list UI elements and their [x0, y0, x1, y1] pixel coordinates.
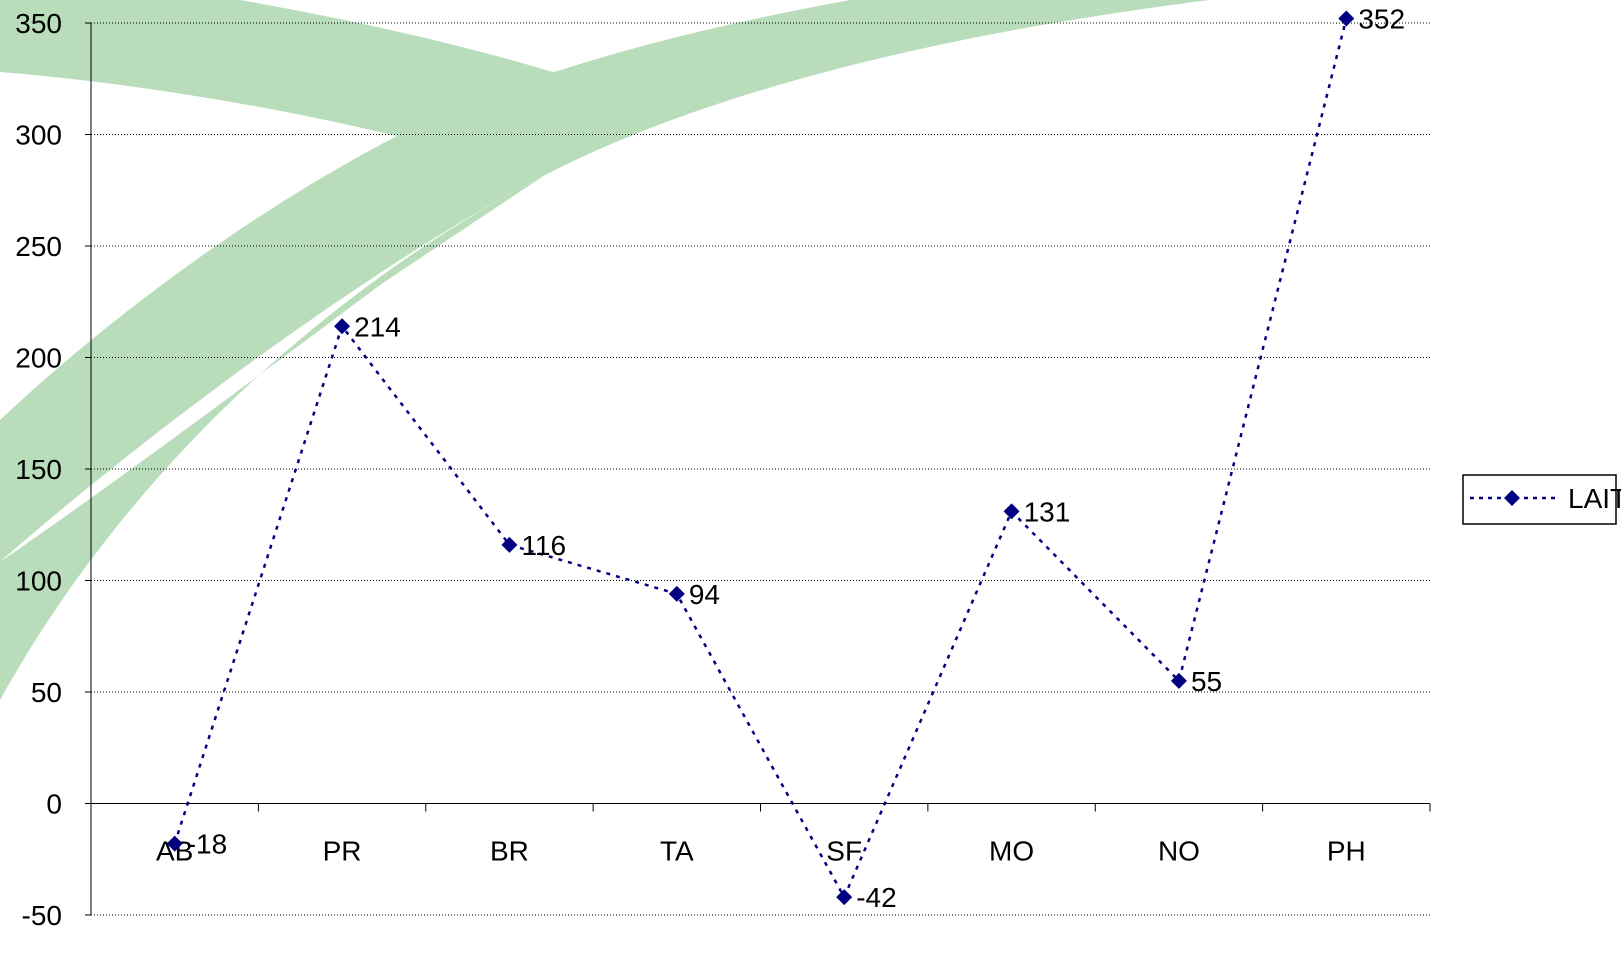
- data-point-marker: [166, 835, 183, 852]
- y-tick-label: 250: [15, 231, 62, 262]
- x-tick-label: MO: [989, 836, 1034, 867]
- series-line: [173, 18, 1348, 900]
- y-tick-label: 300: [15, 120, 62, 151]
- axes: [85, 22, 1431, 916]
- y-tick-labels: 350 300 250 200 150 100 50 0 -50: [15, 8, 62, 931]
- x-tick-label: SF: [826, 836, 862, 867]
- legend: LAIT: [1462, 474, 1621, 525]
- data-label: 116: [521, 530, 566, 561]
- data-point-marker: [1338, 10, 1355, 27]
- y-tick-label: 50: [31, 677, 62, 708]
- green-swoosh-decoration: [0, 0, 1210, 700]
- data-label: 214: [354, 311, 401, 342]
- y-tick-label: 100: [15, 566, 62, 597]
- gridlines: [91, 22, 1430, 916]
- y-tick-label: 350: [15, 8, 62, 39]
- data-label: 94: [689, 579, 720, 610]
- y-tick-label: 0: [46, 789, 62, 820]
- swoosh-band-ascending: [0, 0, 1210, 562]
- data-label: 131: [1024, 496, 1071, 527]
- data-label: 352: [1358, 4, 1405, 35]
- x-tick-label: TA: [660, 836, 694, 867]
- data-point-marker: [334, 318, 351, 335]
- x-tick-labels: ABPRBRTASFMONOPH: [156, 836, 1366, 867]
- series-lait: [166, 10, 1355, 906]
- legend-label-lait: LAIT: [1568, 483, 1621, 514]
- data-point-marker: [668, 585, 685, 602]
- x-tick-label: PH: [1327, 836, 1366, 867]
- y-tick-label: -50: [22, 900, 62, 931]
- x-tick-label: PR: [323, 836, 362, 867]
- x-tick-label: BR: [490, 836, 529, 867]
- data-point-marker: [501, 536, 518, 553]
- legend-diamond-marker: [1504, 490, 1520, 506]
- legend-box: [1462, 474, 1617, 525]
- data-labels: -18 214 116 94 -42 131 55 352: [187, 4, 1405, 914]
- data-label: 55: [1191, 666, 1222, 697]
- x-tick-label: NO: [1158, 836, 1200, 867]
- y-tick-label: 200: [15, 343, 62, 374]
- data-label: -42: [856, 882, 896, 913]
- data-point-marker: [1170, 672, 1187, 689]
- data-point-marker: [836, 889, 853, 906]
- y-tick-label: 150: [15, 454, 62, 485]
- data-label: -18: [187, 829, 227, 860]
- data-point-marker: [1003, 503, 1020, 520]
